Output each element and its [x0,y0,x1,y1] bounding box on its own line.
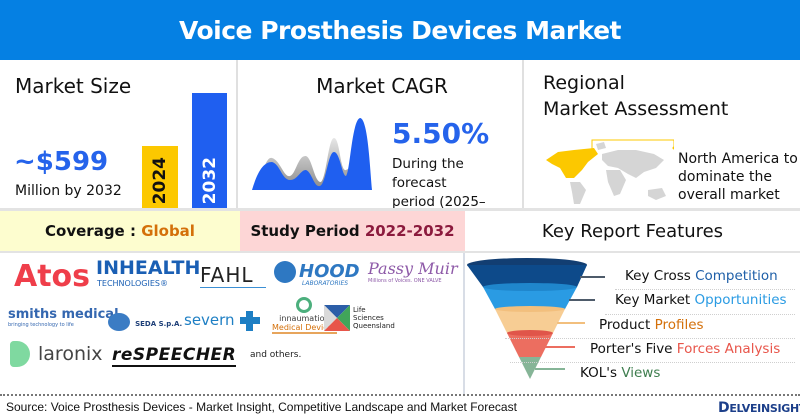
regional-text: North America to dominate the overall ma… [678,150,798,204]
brand-initial: D [718,400,730,416]
bar-2024: 2024 [142,146,178,210]
feature-plain: Key Cross [625,268,696,284]
feature-accent: Views [621,365,661,381]
and-others-text: and others. [250,350,302,360]
feature-plain: Key Market [615,292,695,308]
market-size-subtitle: Million by 2032 [15,183,122,199]
laronix-face-icon [10,341,30,367]
cagr-title: Market CAGR [316,74,448,98]
study-period-strip: Study Period 2022-2032 [240,211,465,251]
logo-hood: HOOD LABORATORIES [274,261,360,287]
seda-name: SEDA S.p.A. [135,320,183,328]
logo-respeecher: reSPEECHER [112,345,237,367]
key-features-title: Key Report Features [541,220,724,242]
logo-laronix: laronix [10,341,103,367]
regional-text-line1: North America to [678,151,798,167]
market-size-value: ~$599 [14,147,109,177]
feature-kols-views: KOL's Views [580,365,660,381]
company-logos: Atos INHEALTH TECHNOLOGIES® FAHL HOOD LA… [0,253,463,393]
funnel-graphic-icon [467,258,605,379]
study-period-label: Study Period [250,222,360,240]
dotted-separator [505,338,795,339]
market-size-panel: Market Size ~$599 Million by 2032 2024 2… [0,60,238,210]
feature-accent: Forces Analysis [676,341,781,357]
vertical-divider [463,253,465,394]
bar-2024-label: 2024 [150,156,170,204]
title-banner: Voice Prosthesis Devices Market [0,0,800,60]
footer-divider [0,394,800,396]
coverage-label: Coverage : [45,222,136,240]
smiths-name: smiths medical [8,307,119,322]
feature-accent: Competition [695,268,778,284]
feature-accent: Profiles [654,317,704,333]
regional-text-line2: dominate the [678,169,772,185]
coverage-strip: Coverage : Global [0,211,240,251]
feature-plain: KOL's [580,365,622,381]
lsq-line3: Queensland [353,322,395,330]
passy-name: Passy Muir [368,259,458,278]
feature-plain: Product [599,317,655,333]
regional-title-line1: Regional [543,72,625,94]
severn-name: severn [184,311,235,329]
hood-name: HOOD [299,261,360,282]
innaumation-sub: Medical Devices [272,323,337,334]
world-map-icon [546,139,674,204]
seda-emblem-icon [108,312,130,331]
hood-sub: LABORATORIES [302,280,349,287]
logo-innaumation: innaumation Medical Devices [272,297,337,334]
logo-atos: Atos [14,259,91,294]
market-cagr-panel: Market CAGR 5.50% During the forecast pe… [240,60,524,229]
lsq-line1: Life [353,306,366,314]
laronix-name: laronix [38,343,103,365]
logo-smiths-medical: smiths medical bringing technology to li… [8,307,119,328]
lsq-name: Life Sciences Queensland [353,306,395,330]
feature-product-profiles: Product Profiles [599,317,704,333]
regional-panel: Regional Market Assessment North America… [526,60,800,210]
bar-2032: 2032 [192,93,227,210]
market-size-title: Market Size [15,74,132,98]
strip-divider [0,251,800,253]
lsq-emblem-icon [324,305,350,331]
innaumation-emblem-icon [296,297,313,313]
source-text: Source: Voice Prosthesis Devices - Marke… [6,400,517,414]
regional-title-line2: Market Assessment [543,98,729,120]
page-title: Voice Prosthesis Devices Market [178,15,622,45]
dotted-separator [615,289,795,290]
cagr-value: 5.50% [392,117,490,150]
key-features-funnel: Key Cross Competition Key Market Opportu… [465,253,800,393]
dotted-separator [510,362,795,363]
logo-fahl: FAHL [200,263,266,288]
innaumation-name: innaumation [279,314,330,323]
row-divider [0,208,800,211]
feature-porters-five-forces: Porter's Five Forces Analysis [590,341,780,357]
feature-accent: Opportunities [694,292,787,308]
delveinsight-logo: DELVEINSIGHT [718,400,800,416]
logo-severn: severn [184,310,260,331]
dotted-separator [605,314,795,315]
wave-chart-icon [252,118,372,190]
regional-title: Regional Market Assessment [543,70,728,122]
hood-emblem-icon [274,261,296,283]
logo-passy-muir: Passy Muir Millions of Voices. ONE VALVE [368,259,458,284]
bar-2032-label: 2032 [199,156,220,204]
passy-sub: Millions of Voices. ONE VALVE [368,278,442,284]
smiths-sub: bringing technology to life [8,322,74,328]
key-report-features-heading: Key Report Features [465,211,800,251]
feature-plain: Porter's Five [590,341,677,357]
feature-key-market-opportunities: Key Market Opportunities [615,292,787,308]
logo-life-sciences-queensland: Life Sciences Queensland [324,305,395,331]
study-period-value: 2022-2032 [364,222,455,240]
logo-inhealth: INHEALTH TECHNOLOGIES® [96,257,200,288]
severn-cross-icon [239,310,260,331]
coverage-value: Global [141,222,195,240]
logo-seda: SEDA S.p.A. [108,311,182,331]
lsq-line2: Sciences [353,314,384,322]
brand-name: ELVEINSIGHT [729,402,800,415]
feature-key-cross-competition: Key Cross Competition [625,268,778,284]
cagr-subtitle-line1: During the forecast [392,156,464,191]
inhealth-name: INHEALTH [96,257,201,279]
inhealth-sub: TECHNOLOGIES® [97,279,168,288]
regional-text-line3: overall market [678,187,780,203]
